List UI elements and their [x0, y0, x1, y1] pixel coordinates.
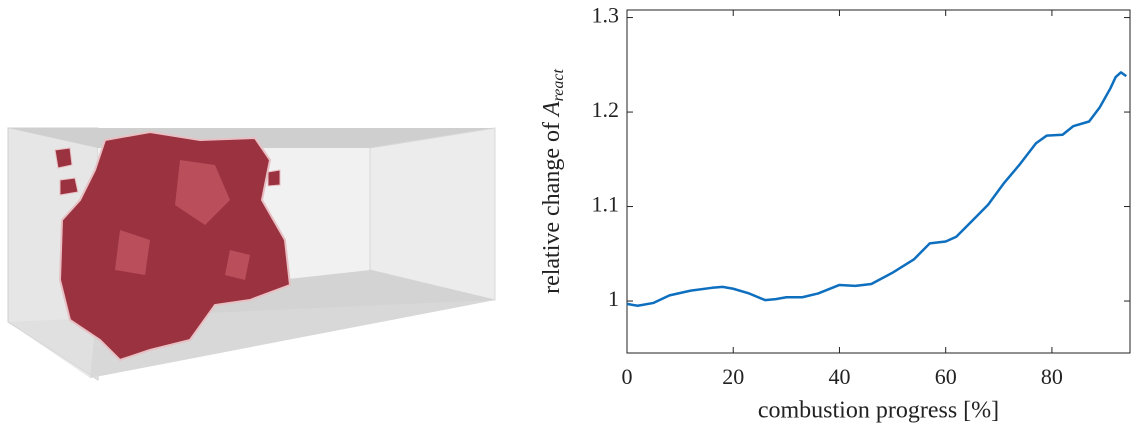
y-axis-label-symbol: A	[539, 101, 565, 118]
y-tick-label: 1.3	[592, 3, 620, 28]
y-tick-label: 1.2	[592, 97, 620, 122]
x-tick-label: 40	[828, 364, 850, 389]
x-tick-label: 0	[622, 364, 633, 389]
axes-box	[626, 9, 1131, 354]
y-axis-label-subscript: react	[550, 69, 567, 102]
y-axis-label-text: relative change of	[539, 116, 565, 294]
render-3d	[7, 127, 496, 381]
y-tick-label: 1	[608, 286, 619, 311]
data-line	[626, 71, 1128, 308]
y-axis-label: relative change of Areact	[539, 69, 567, 294]
x-tick-label: 80	[1041, 364, 1063, 389]
x-tick-label: 20	[722, 364, 744, 389]
x-axis-label: combustion progress [%]	[758, 398, 999, 424]
x-tick-label: 60	[935, 364, 957, 389]
y-tick-label: 1.1	[592, 192, 620, 217]
